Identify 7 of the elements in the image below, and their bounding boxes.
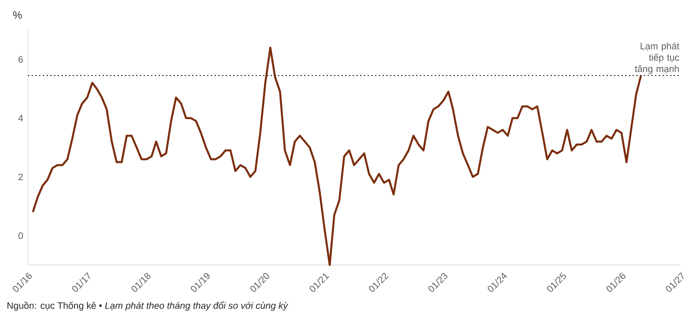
y-axis-title: % [13,11,22,19]
y-tick-label: 6 [18,56,23,63]
y-tick-label: 2 [18,174,23,180]
y-tick-label: 4 [18,114,24,122]
text: Nguồn: cục Thống kê • Lạm phát theo tháng thay đổi so với cùng kỳ [7,301,288,311]
y-tick-label: 0 [18,232,23,239]
ref-line-label: Lạm phát tiếp tục tăng mạnh [634,42,680,74]
